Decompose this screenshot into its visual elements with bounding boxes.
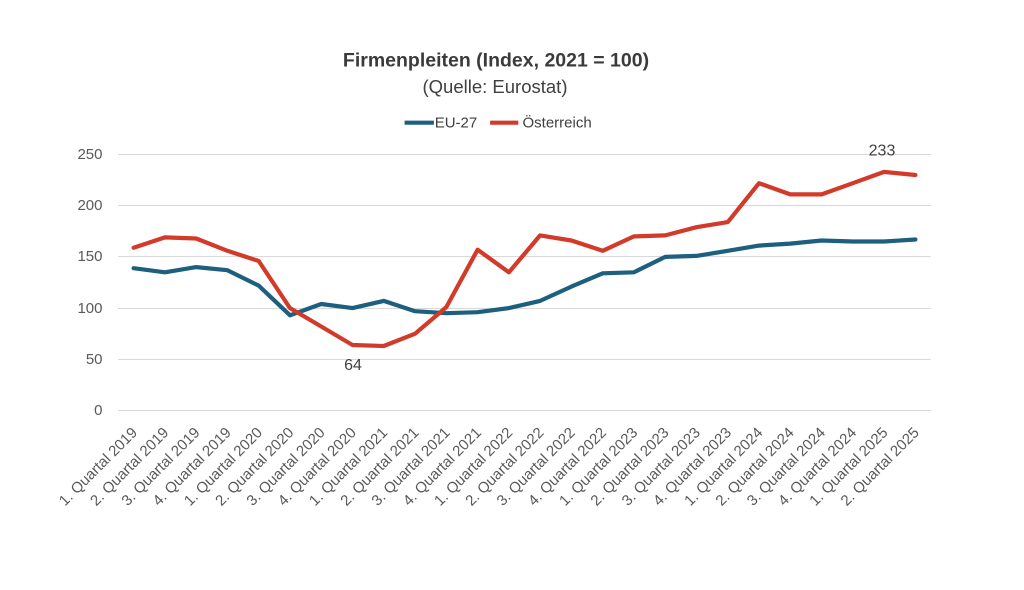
svg-text:0: 0 [94,402,102,419]
svg-text:64: 64 [344,357,362,374]
svg-text:Firmenpleiten (Index, 2021 = 1: Firmenpleiten (Index, 2021 = 100) [343,50,649,72]
svg-text:250: 250 [77,146,102,163]
svg-text:233: 233 [869,142,896,159]
svg-text:EU-27: EU-27 [435,115,478,132]
svg-text:50: 50 [86,351,103,368]
svg-text:(Quelle: Eurostat): (Quelle: Eurostat) [423,76,568,97]
svg-text:150: 150 [77,248,102,265]
svg-text:100: 100 [77,300,102,317]
svg-text:Österreich: Österreich [523,114,592,132]
svg-text:200: 200 [77,197,102,214]
